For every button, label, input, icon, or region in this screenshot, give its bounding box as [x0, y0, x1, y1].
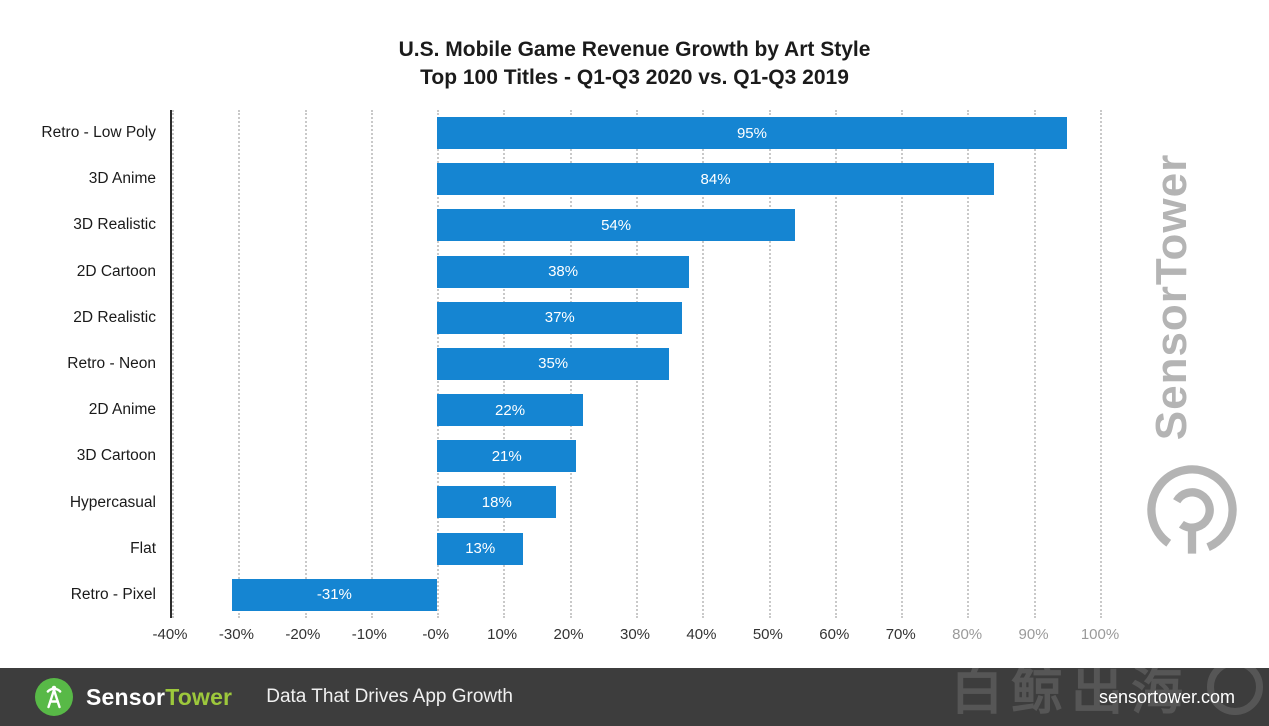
bar: -31%: [231, 578, 438, 611]
bar: 54%: [437, 209, 796, 242]
gridline: [1033, 110, 1036, 618]
sensortower-logo-icon: [35, 678, 73, 716]
gridline: [834, 110, 837, 618]
bar-value-label: 84%: [700, 170, 731, 188]
gridline: [304, 110, 307, 618]
bar: 18%: [437, 486, 557, 519]
bar-value-label: 21%: [491, 447, 522, 465]
brand-sensor: Sensor: [86, 683, 166, 710]
sensortower-vertical-watermark: SensorTower: [1147, 153, 1196, 441]
x-tick-label: 60%: [819, 626, 850, 643]
y-axis-labels: Retro - Low Poly 3D Anime 3D Realistic 2D C…: [0, 110, 156, 618]
bar-row: 18%: [172, 479, 1100, 525]
bar-row: 22%: [172, 387, 1100, 433]
bar-value-label: 13%: [465, 540, 496, 558]
x-tick-label: 80%: [952, 626, 983, 643]
footer-bar: SensorTower Data That Drives App Growth …: [0, 658, 1269, 726]
footer-tagline: Data That Drives App Growth: [266, 686, 513, 707]
bars-layer: 95% 84% 54% 38% 37% 35% 22% 21% 18% 13% -31%: [172, 110, 1100, 618]
bar-value-label: 38%: [548, 263, 579, 281]
sensortower-watermark-icon: [1147, 465, 1237, 555]
bar-row: 37%: [172, 295, 1100, 341]
x-tick-label: 20%: [553, 626, 584, 643]
x-tick-label: -20%: [285, 626, 321, 643]
category-label: Hypercasual: [69, 493, 156, 511]
x-tick-label: 40%: [686, 626, 717, 643]
x-tick-label: 100%: [1080, 626, 1120, 643]
bar-row: 38%: [172, 249, 1100, 295]
category-label: Retro - Low Poly: [41, 124, 156, 142]
brand-tower: Tower: [165, 683, 233, 710]
bar: 95%: [437, 117, 1067, 150]
bar-row: 35%: [172, 341, 1100, 387]
gridline: [370, 110, 373, 618]
gridline: [768, 110, 771, 618]
bar: 35%: [437, 347, 670, 380]
bar: 13%: [437, 532, 524, 565]
chart-title-line1: U.S. Mobile Game Revenue Growth by Art S…: [398, 38, 871, 61]
bar: 21%: [437, 440, 577, 473]
bar: 38%: [437, 255, 690, 288]
bar: 37%: [437, 301, 683, 334]
x-tick-label: 90%: [1018, 626, 1049, 643]
category-label: Flat: [130, 539, 156, 557]
category-label: Retro - Pixel: [70, 585, 156, 603]
x-tick-label: -0%: [422, 626, 450, 643]
category-label: Retro - Neon: [67, 355, 156, 373]
gridline: [1100, 110, 1102, 618]
category-label: 3D Realistic: [73, 216, 156, 234]
x-tick-label: -10%: [351, 626, 387, 643]
bar-row: 84%: [172, 156, 1100, 202]
bar: 22%: [437, 394, 583, 427]
bar-value-label: 54%: [601, 216, 632, 234]
bar-value-label: 22%: [495, 401, 526, 419]
chart-title: U.S. Mobile Game Revenue Growth by Art S…: [0, 36, 1269, 93]
bar-row: -31%: [172, 572, 1100, 618]
plot-area: 95% 84% 54% 38% 37% 35% 22% 21% 18% 13% -31%: [170, 110, 1102, 618]
bar: 84%: [437, 163, 994, 196]
bar-row: 13%: [172, 526, 1100, 572]
x-axis-labels: -40% -30% -20% -10% -0% 10% 20% 30% 40% 50% 60% 70%…: [152, 626, 1119, 648]
x-tick-label: 50%: [752, 626, 783, 643]
gridline: [702, 110, 705, 618]
bar-row: 95%: [172, 110, 1100, 156]
footer-website: sensortower.com: [1098, 686, 1235, 707]
bar-row: 54%: [172, 202, 1100, 248]
footer-brand-group: SensorTower Data That Drives App Growth: [34, 677, 513, 717]
footer-brand-text: SensorTower: [86, 684, 232, 711]
x-tick-label: -30%: [218, 626, 254, 643]
category-label: 2D Realistic: [73, 308, 156, 326]
bar-value-label: 35%: [538, 355, 569, 373]
x-tick-label: 10%: [487, 626, 518, 643]
bar-value-label: -31%: [316, 586, 352, 604]
x-tick-label: -40%: [152, 626, 188, 643]
category-label: 3D Anime: [88, 170, 156, 188]
gridline: [172, 110, 174, 618]
bar-value-label: 18%: [481, 493, 512, 511]
chart-title-line2: Top 100 Titles - Q1-Q3 2020 vs. Q1-Q3 20…: [420, 66, 849, 90]
bar-value-label: 95%: [736, 124, 767, 142]
gridline: [901, 110, 904, 618]
x-tick-label: 70%: [885, 626, 916, 643]
bar-row: 21%: [172, 433, 1100, 479]
gridline: [238, 110, 241, 618]
x-tick-label: 30%: [619, 626, 651, 643]
category-label: 2D Anime: [88, 401, 156, 419]
category-label: 2D Cartoon: [76, 262, 156, 280]
gridline: [967, 110, 970, 618]
category-label: 3D Cartoon: [76, 447, 156, 465]
bar-value-label: 37%: [544, 309, 575, 327]
